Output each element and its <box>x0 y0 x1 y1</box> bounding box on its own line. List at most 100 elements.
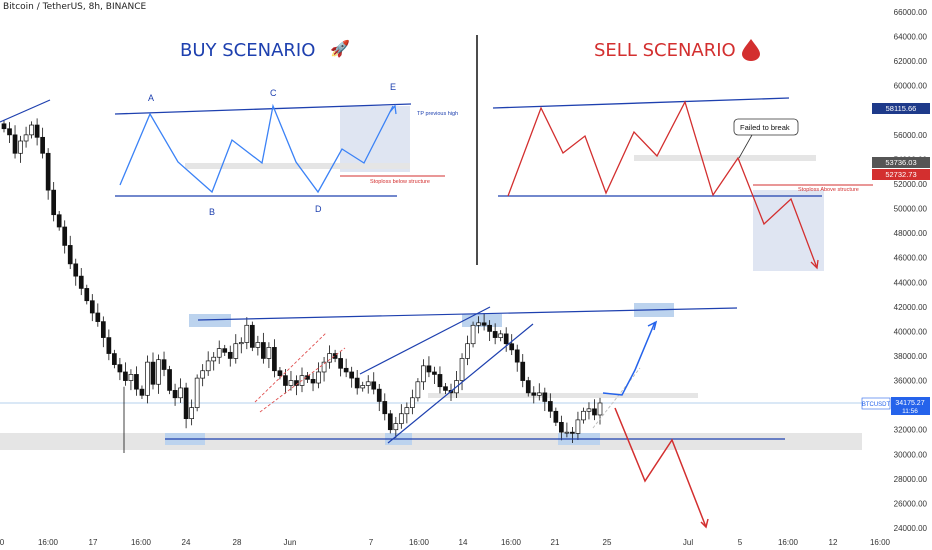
candle <box>283 375 288 386</box>
gray-dashed <box>592 367 641 429</box>
candle <box>592 408 597 416</box>
candle <box>415 381 421 399</box>
price-tag-52732: 52732.73 <box>872 169 930 180</box>
bull-projection <box>602 321 656 396</box>
candles <box>1 118 603 454</box>
candle <box>520 361 526 381</box>
candle <box>393 423 399 431</box>
svg-text:53736.03: 53736.03 <box>885 158 916 167</box>
candle <box>316 371 321 384</box>
x-tick-label: 25 <box>603 538 612 547</box>
candle <box>67 245 73 265</box>
candle <box>255 342 261 348</box>
x-tick-label: 16:00 <box>778 538 799 547</box>
candle <box>150 361 156 385</box>
candle <box>371 381 377 390</box>
candle <box>145 361 150 396</box>
candle <box>261 342 266 359</box>
candle <box>536 392 542 396</box>
candle <box>586 408 592 412</box>
gray-level <box>428 393 698 398</box>
candle <box>432 371 437 375</box>
buy-zigzag <box>119 103 394 194</box>
candle <box>498 333 504 338</box>
svg-text:52732.73: 52732.73 <box>885 170 916 179</box>
candle <box>112 353 117 365</box>
svg-text:34175.27: 34175.27 <box>895 400 924 407</box>
buy-title: BUY SCENARIO <box>180 40 315 61</box>
candle <box>134 374 139 390</box>
label-e: E <box>390 82 396 92</box>
rocket-icon: 🚀 <box>330 39 350 58</box>
y-tick-label: 30000.00 <box>894 450 928 459</box>
candle <box>1 123 7 130</box>
buy-arrowhead <box>389 104 397 115</box>
candle <box>205 360 211 372</box>
candle <box>459 358 465 381</box>
candle <box>222 348 228 353</box>
failed-label: Failed to break <box>740 123 790 132</box>
blue-zone-5 <box>462 314 502 327</box>
resistance-line <box>197 307 738 321</box>
y-tick-label: 28000.00 <box>894 475 928 484</box>
candle <box>56 214 62 228</box>
candle <box>161 359 167 370</box>
failed-callout <box>733 118 799 136</box>
candle <box>84 288 90 302</box>
y-tick-label: 24000.00 <box>894 524 928 533</box>
candle <box>382 401 388 415</box>
candle <box>238 342 244 345</box>
buy-target-zone <box>340 106 410 172</box>
x-tick-label: 16:00 <box>501 538 522 547</box>
candle <box>156 359 161 385</box>
candle <box>12 134 18 154</box>
sell-stoploss-label: Stoploss Above structure <box>798 187 859 193</box>
price-tag-53736: 53736.03 <box>872 157 930 168</box>
candle <box>23 134 29 142</box>
candle <box>509 343 515 351</box>
label-c: C <box>270 88 277 98</box>
symbol-badge: BTCUSDT <box>861 397 890 410</box>
x-tick-label: 14 <box>459 538 468 547</box>
wedge-upper <box>359 306 491 375</box>
candle <box>244 324 250 343</box>
time-axis[interactable]: 0 16:00 17 16:00 24 28 Jun 7 16:00 14 16:00 21 25 Jul… <box>0 538 891 547</box>
candle <box>233 343 239 359</box>
y-tick-label: 36000.00 <box>894 377 928 386</box>
candle <box>564 431 570 434</box>
last-price-badge: 34175.27 11:56 <box>891 397 930 415</box>
candle <box>476 322 481 326</box>
support-zone <box>0 433 862 450</box>
svg-text:11:56: 11:56 <box>902 408 918 415</box>
x-tick-label: 21 <box>551 538 560 547</box>
candle <box>272 347 277 372</box>
blue-zone-4 <box>189 314 231 327</box>
sell-target-zone <box>753 190 824 271</box>
y-tick-label: 26000.00 <box>894 499 928 508</box>
x-tick-label: 16:00 <box>409 538 430 547</box>
candle <box>277 370 283 377</box>
candle <box>40 136 45 154</box>
candle <box>492 331 498 338</box>
y-tick-label: 62000.00 <box>894 57 928 66</box>
candle <box>332 353 338 359</box>
chart-title: Bitcoin / TetherUS, 8h, BINANCE <box>3 2 147 12</box>
candle <box>211 356 217 362</box>
buy-stoploss-label: Stoploss below structure <box>370 179 430 185</box>
callout-pointer <box>738 134 753 159</box>
candle <box>327 353 332 363</box>
x-tick-label: 28 <box>233 538 242 547</box>
candle <box>376 388 382 402</box>
y-tick-label: 38000.00 <box>894 352 928 361</box>
bear-arrowhead <box>700 518 709 529</box>
candle <box>360 385 366 389</box>
candle <box>227 351 233 359</box>
y-tick-label: 60000.00 <box>894 82 928 91</box>
candle <box>167 369 172 391</box>
candle <box>531 392 537 396</box>
price-axis[interactable]: 66000.0064000.0062000.0060000.0058000.00… <box>894 8 928 533</box>
y-tick-label: 50000.00 <box>894 205 928 214</box>
candle <box>465 343 470 359</box>
candle <box>45 152 51 191</box>
